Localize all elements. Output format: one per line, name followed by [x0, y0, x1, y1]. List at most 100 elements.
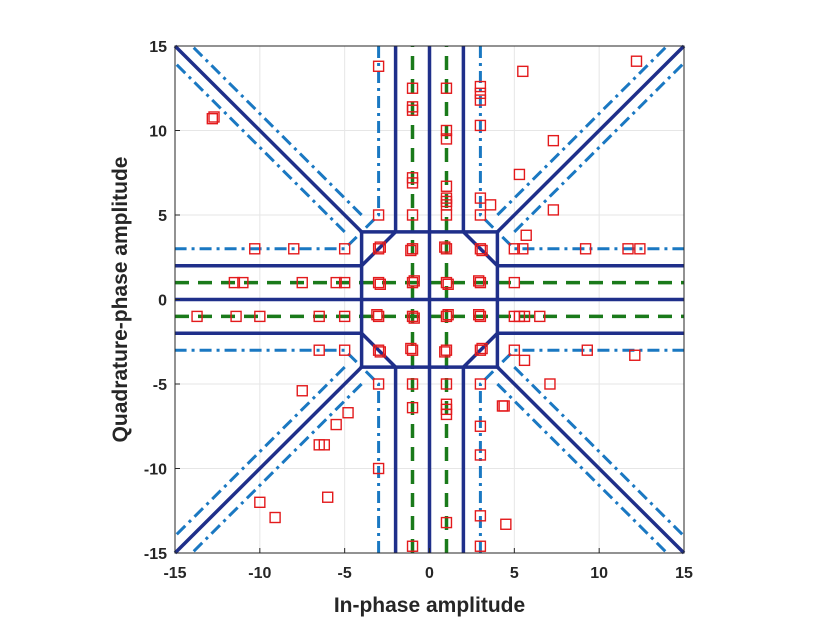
symbol-marker [544, 378, 556, 390]
symbol-marker [440, 82, 453, 94]
symbol-marker [313, 310, 325, 323]
y-tick-label: -15 [144, 546, 167, 563]
symbol-marker [474, 310, 487, 323]
symbol-marker [474, 243, 487, 255]
symbol-marker [498, 400, 510, 412]
symbol-marker [508, 276, 521, 289]
symbol-marker [313, 344, 325, 356]
symbol-marker [474, 94, 487, 106]
symbol-marker [374, 278, 386, 290]
symbol-marker [408, 275, 420, 287]
dashdot-boundary-line [173, 366, 346, 538]
symbol-marker [330, 276, 342, 289]
symbol-marker [269, 511, 281, 524]
symbol-marker [517, 243, 529, 255]
symbol-marker [372, 209, 385, 221]
symbol-marker [237, 276, 249, 289]
symbol-marker [439, 346, 451, 358]
symbol-marker [406, 378, 419, 390]
symbol-marker [338, 243, 351, 255]
symbol-marker [406, 276, 419, 289]
symbol-marker [517, 65, 529, 78]
symbol-marker [440, 209, 453, 221]
x-tick-label: 0 [425, 565, 434, 582]
symbol-marker [208, 111, 220, 123]
symbol-marker [318, 439, 331, 451]
symbol-marker [484, 199, 497, 211]
symbol-marker [406, 540, 419, 552]
symbol-marker [342, 407, 354, 419]
y-tick-label: 15 [149, 39, 167, 56]
symbol-marker [372, 60, 385, 72]
symbol-marker [406, 177, 419, 189]
symbol-marker [440, 276, 453, 289]
dashdot-boundary-line [513, 61, 686, 233]
symbol-marker [330, 418, 342, 431]
solid-boundary-line [175, 46, 398, 268]
symbol-marker [547, 134, 560, 147]
solid-boundary-line [496, 365, 686, 555]
symbol-marker [474, 87, 487, 100]
dashdot-boundary-line [513, 366, 686, 538]
dashdot-boundary-line [496, 382, 669, 555]
symbol-marker [374, 241, 386, 253]
symbol-marker [406, 310, 419, 323]
symbol-marker [338, 344, 351, 356]
symbol-marker [249, 243, 261, 255]
symbol-marker [581, 344, 593, 356]
axes [174, 45, 685, 554]
symbol-marker [406, 82, 419, 94]
symbol-marker [254, 310, 266, 323]
symbol-marker [405, 244, 417, 257]
symbol-marker [474, 344, 487, 356]
symbol-marker [322, 491, 334, 503]
symbol-marker [474, 276, 487, 289]
symbol-marker [474, 209, 487, 221]
symbol-marker [206, 112, 219, 125]
x-tick-label: 10 [590, 565, 608, 582]
symbol-marker [634, 243, 646, 255]
symbol-marker [406, 344, 419, 356]
symbol-marker [288, 243, 300, 255]
symbol-marker [440, 180, 453, 192]
symbol-marker [191, 310, 203, 323]
symbol-marker [296, 385, 308, 397]
symbol-marker [476, 244, 488, 257]
symbol-marker [338, 276, 351, 289]
symbol-marker [372, 462, 385, 475]
x-tick-label: 15 [675, 565, 693, 582]
symbol-marker [372, 344, 385, 356]
x-tick-label: -10 [248, 565, 271, 582]
y-tick-label: -10 [144, 462, 167, 479]
symbol-marker [534, 310, 546, 323]
symbol-marker [372, 276, 385, 289]
symbol-marker [473, 275, 485, 287]
symbol-marker [440, 408, 453, 421]
symbol-marker [474, 510, 487, 522]
symbol-marker [473, 309, 485, 321]
x-tick-label: -5 [338, 565, 352, 582]
symbol-marker [622, 243, 634, 255]
symbol-marker [372, 310, 385, 323]
symbol-marker [406, 243, 419, 255]
symbol-marker [442, 309, 454, 321]
solid-boundary-line [175, 331, 398, 553]
x-tick-label: 5 [510, 565, 519, 582]
dashdot-boundary-line [496, 44, 669, 217]
dashdot-boundary-line [173, 61, 346, 233]
symbol-marker [442, 278, 454, 290]
symbol-marker [406, 104, 419, 116]
symbol-marker [547, 204, 560, 216]
y-tick-labels: -15 -10 -5 0 5 10 15 [144, 39, 167, 563]
symbol-marker [518, 354, 531, 367]
symbol-marker [374, 346, 386, 358]
symbol-marker [474, 119, 487, 132]
y-tick-label: 10 [149, 124, 167, 141]
symbol-marker [630, 55, 643, 67]
symbol-marker [440, 378, 453, 390]
x-axis-label: In-phase amplitude [334, 594, 525, 617]
symbol-marker [508, 344, 521, 356]
symbol-marker [228, 276, 241, 289]
y-tick-label: 5 [158, 208, 167, 225]
symbol-marker [500, 518, 512, 530]
